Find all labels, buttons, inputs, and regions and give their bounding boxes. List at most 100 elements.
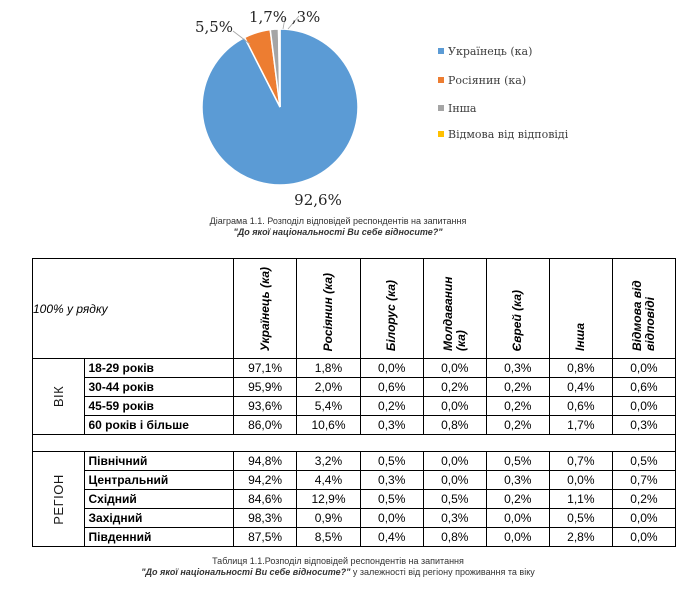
- table-cell: 98,3%: [232, 508, 298, 528]
- table-cell: 0,4%: [548, 377, 613, 397]
- diagram-caption: Діаграма 1.1. Розподіл відповідей респон…: [0, 216, 676, 238]
- table-row: Південний 87,5% 8,5% 0,4% 0,8% 0,0% 2,8%…: [33, 527, 676, 547]
- table-cell: 2,8%: [548, 527, 613, 547]
- row-group-age: ВІК: [32, 358, 85, 435]
- table-cell: 0,2%: [485, 415, 550, 435]
- leader-line: [287, 15, 300, 30]
- column-header-label: Єврей (ка): [510, 289, 525, 351]
- legend-item-russian: Росіянин (ка): [438, 74, 638, 90]
- table-cell: 0,3%: [359, 415, 424, 435]
- column-header: Інша: [548, 258, 613, 359]
- legend-swatch: [438, 105, 444, 111]
- table-cell: 1,7%: [548, 415, 613, 435]
- table-cell: 0,0%: [422, 470, 487, 490]
- table-cell: 0,7%: [611, 470, 676, 490]
- table-cell: 0,3%: [422, 508, 487, 528]
- table-row: 60 років і більше 86,0% 10,6% 0,3% 0,8% …: [33, 415, 676, 435]
- table-caption-question: "До якої національності Ви себе відносит…: [141, 567, 351, 577]
- table-cell: 0,5%: [485, 451, 550, 471]
- table-cell: 12,9%: [296, 489, 361, 509]
- table-cell: 86,0%: [232, 415, 298, 435]
- table-cell: 0,6%: [359, 377, 424, 397]
- legend-label: Інша: [448, 102, 477, 115]
- table-cell: 0,0%: [422, 358, 487, 378]
- row-label: 30-44 років: [83, 377, 234, 397]
- table-cell: 0,3%: [485, 358, 550, 378]
- table-cell: 4,4%: [296, 470, 361, 490]
- table-cell: 0,0%: [485, 527, 550, 547]
- table-cell: 0,5%: [422, 489, 487, 509]
- table-cell: 0,2%: [485, 396, 550, 416]
- row-label: 60 років і більше: [83, 415, 234, 435]
- table-cell: 0,0%: [359, 508, 424, 528]
- table-cell: 2,0%: [296, 377, 361, 397]
- table-row: Центральний 94,2% 4,4% 0,3% 0,0% 0,3% 0,…: [33, 470, 676, 490]
- data-label: 1,7%: [249, 8, 287, 26]
- table-cell: 8,5%: [296, 527, 361, 547]
- table-caption-line2: "До якої національності Ви себе відносит…: [0, 567, 676, 578]
- table-cell: 0,3%: [485, 470, 550, 490]
- table-cell: 0,0%: [485, 508, 550, 528]
- table-cell: 0,0%: [611, 358, 676, 378]
- table-cell: 10,6%: [296, 415, 361, 435]
- table-cell: 0,9%: [296, 508, 361, 528]
- legend-label: Українець (ка): [448, 45, 533, 58]
- diagram-caption-line1: Діаграма 1.1. Розподіл відповідей респон…: [209, 216, 467, 226]
- data-label: 5,5%: [195, 18, 233, 36]
- table-cell: 0,0%: [548, 470, 613, 490]
- row-label: Західний: [83, 508, 234, 528]
- table-cell: 94,8%: [232, 451, 298, 471]
- row-label: Південний: [83, 527, 234, 547]
- table-cell: 87,5%: [232, 527, 298, 547]
- legend-item-other: Інша: [438, 102, 638, 118]
- table-caption-line1: Таблиця 1.1.Розподіл відповідей респонде…: [212, 556, 464, 566]
- table-cell: 0,2%: [422, 377, 487, 397]
- row-group-region: РЕГІОН: [32, 451, 85, 547]
- column-header-label: Росіянин (ка): [320, 272, 335, 351]
- legend-swatch: [438, 77, 444, 83]
- table-spacer-row: [32, 434, 676, 452]
- table-cell: 0,7%: [548, 451, 613, 471]
- table-caption-rest: у залежності від регіону проживання та в…: [350, 567, 535, 577]
- table-cell: 0,0%: [611, 527, 676, 547]
- row-label: 18-29 років: [83, 358, 234, 378]
- table-cell: 0,0%: [422, 451, 487, 471]
- column-header-label: Українець (ка): [257, 266, 272, 351]
- table-corner-label: 100% у рядку: [32, 258, 234, 359]
- row-group-label: ВІК: [50, 385, 66, 408]
- leader-line: [232, 30, 251, 45]
- table-cell: 0,2%: [485, 377, 550, 397]
- column-header: Українець (ка): [232, 258, 298, 359]
- table-row: 30-44 років 95,9% 2,0% 0,6% 0,2% 0,2% 0,…: [33, 377, 676, 397]
- leader-line: [282, 17, 286, 30]
- row-label: Східний: [83, 489, 234, 509]
- data-table: 100% у рядку Українець (ка) Росіянин (ка…: [32, 258, 676, 547]
- column-header-label: Інша: [573, 323, 588, 351]
- table-cell: 0,2%: [485, 489, 550, 509]
- column-header-label: Відмова від відповіді: [629, 280, 657, 351]
- row-group-label: РЕГІОН: [50, 473, 66, 525]
- legend-item-refusal: Відмова від відповіді: [438, 128, 638, 144]
- legend-label: Росіянин (ка): [448, 74, 527, 87]
- table-row: ВІК 18-29 років 97,1% 1,8% 0,0% 0,0% 0,3…: [32, 358, 676, 435]
- table-cell: 5,4%: [296, 396, 361, 416]
- table-cell: 84,6%: [232, 489, 298, 509]
- table-cell: 93,6%: [232, 396, 298, 416]
- table-cell: 0,0%: [611, 396, 676, 416]
- table-cell: 0,5%: [359, 489, 424, 509]
- column-header: Відмова від відповіді: [611, 258, 676, 359]
- table-cell: 0,6%: [548, 396, 613, 416]
- legend-swatch: [438, 48, 444, 54]
- row-label: Центральний: [83, 470, 234, 490]
- table-row: Західний 98,3% 0,9% 0,0% 0,3% 0,0% 0,5% …: [33, 508, 676, 528]
- column-header: Молдаванин (ка): [422, 258, 487, 359]
- table-cell: 0,3%: [611, 415, 676, 435]
- table-cell: 97,1%: [232, 358, 298, 378]
- table-cell: 0,0%: [611, 508, 676, 528]
- table-cell: 0,5%: [359, 451, 424, 471]
- table-cell: 0,8%: [422, 415, 487, 435]
- column-header-label: Молдаванин (ка): [440, 276, 468, 351]
- legend-swatch: [438, 131, 444, 137]
- table-cell: 0,5%: [611, 451, 676, 471]
- table-cell: 0,8%: [422, 527, 487, 547]
